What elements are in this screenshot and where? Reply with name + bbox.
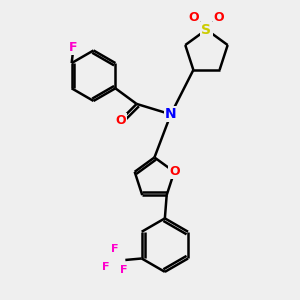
Text: F: F	[120, 266, 127, 275]
Text: N: N	[165, 107, 177, 121]
Text: F: F	[102, 262, 110, 272]
Text: O: O	[115, 114, 126, 127]
Text: O: O	[169, 165, 180, 178]
Text: F: F	[111, 244, 119, 254]
Text: O: O	[189, 11, 199, 24]
Text: O: O	[214, 11, 224, 24]
Text: F: F	[69, 41, 77, 54]
Text: S: S	[202, 22, 212, 37]
